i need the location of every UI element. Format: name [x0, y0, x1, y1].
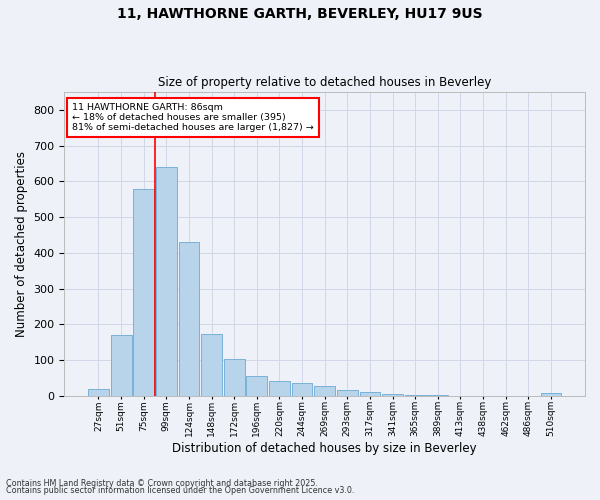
Bar [201, 334, 222, 396]
Bar [247, 376, 267, 396]
Bar [179, 242, 199, 396]
Bar [382, 394, 403, 396]
Bar [314, 386, 335, 396]
Bar [427, 395, 448, 396]
Text: 11 HAWTHORNE GARTH: 86sqm
← 18% of detached houses are smaller (395)
81% of semi: 11 HAWTHORNE GARTH: 86sqm ← 18% of detac… [72, 102, 314, 132]
Bar [269, 381, 290, 396]
X-axis label: Distribution of detached houses by size in Beverley: Distribution of detached houses by size … [172, 442, 477, 455]
Bar [88, 389, 109, 396]
Bar [133, 190, 154, 396]
Text: 11, HAWTHORNE GARTH, BEVERLEY, HU17 9US: 11, HAWTHORNE GARTH, BEVERLEY, HU17 9US [117, 8, 483, 22]
Bar [110, 335, 131, 396]
Bar [359, 392, 380, 396]
Bar [224, 360, 245, 396]
Y-axis label: Number of detached properties: Number of detached properties [15, 151, 28, 337]
Bar [292, 382, 313, 396]
Text: Contains public sector information licensed under the Open Government Licence v3: Contains public sector information licen… [6, 486, 355, 495]
Bar [405, 395, 425, 396]
Bar [337, 390, 358, 396]
Title: Size of property relative to detached houses in Beverley: Size of property relative to detached ho… [158, 76, 491, 90]
Bar [541, 394, 562, 396]
Bar [156, 167, 177, 396]
Text: Contains HM Land Registry data © Crown copyright and database right 2025.: Contains HM Land Registry data © Crown c… [6, 478, 318, 488]
